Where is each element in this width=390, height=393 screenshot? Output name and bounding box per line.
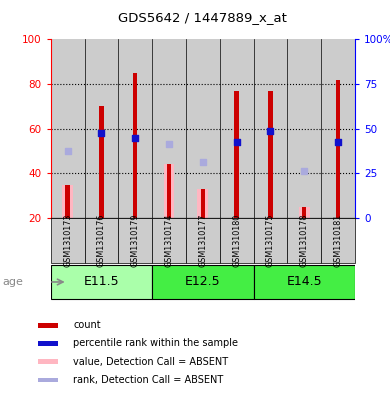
Bar xyxy=(220,39,254,218)
Point xyxy=(234,139,240,145)
Bar xyxy=(163,164,174,218)
Bar xyxy=(299,207,310,218)
Point xyxy=(98,130,105,136)
Text: percentile rank within the sample: percentile rank within the sample xyxy=(73,338,238,349)
FancyBboxPatch shape xyxy=(51,218,85,263)
FancyBboxPatch shape xyxy=(186,218,220,263)
Point xyxy=(200,159,206,165)
Text: GSM1310177: GSM1310177 xyxy=(198,214,207,268)
FancyBboxPatch shape xyxy=(118,218,152,263)
Bar xyxy=(302,207,307,218)
FancyBboxPatch shape xyxy=(254,218,287,263)
FancyBboxPatch shape xyxy=(152,265,254,299)
FancyBboxPatch shape xyxy=(220,218,254,263)
Bar xyxy=(118,39,152,218)
Bar xyxy=(38,341,58,346)
Text: GSM1310173: GSM1310173 xyxy=(63,214,72,267)
Bar xyxy=(85,39,118,218)
Text: GSM1310180: GSM1310180 xyxy=(232,214,241,267)
Point xyxy=(335,139,341,145)
Bar xyxy=(38,323,58,328)
FancyBboxPatch shape xyxy=(51,265,152,299)
Bar xyxy=(38,378,58,382)
Bar xyxy=(152,39,186,218)
Point xyxy=(132,134,138,141)
Point xyxy=(166,141,172,147)
Bar xyxy=(66,185,70,218)
Point xyxy=(267,128,273,134)
Text: GDS5642 / 1447889_x_at: GDS5642 / 1447889_x_at xyxy=(118,11,287,24)
FancyBboxPatch shape xyxy=(321,218,355,263)
FancyBboxPatch shape xyxy=(152,218,186,263)
Text: count: count xyxy=(73,320,101,331)
Text: GSM1310175: GSM1310175 xyxy=(266,214,275,268)
Text: E12.5: E12.5 xyxy=(185,275,221,288)
Bar xyxy=(268,91,273,218)
Bar xyxy=(167,164,171,218)
FancyBboxPatch shape xyxy=(85,218,118,263)
Bar xyxy=(186,39,220,218)
Bar xyxy=(287,39,321,218)
Bar xyxy=(197,189,208,218)
Bar xyxy=(254,39,287,218)
Text: GSM1310179: GSM1310179 xyxy=(131,214,140,268)
Text: E14.5: E14.5 xyxy=(286,275,322,288)
Bar xyxy=(321,39,355,218)
Text: GSM1310174: GSM1310174 xyxy=(165,214,174,267)
Text: GSM1310176: GSM1310176 xyxy=(97,214,106,267)
Point xyxy=(64,148,71,154)
Point xyxy=(301,168,307,174)
Text: E11.5: E11.5 xyxy=(83,275,119,288)
Bar xyxy=(62,185,73,218)
Bar xyxy=(200,189,205,218)
Bar xyxy=(336,79,340,218)
FancyBboxPatch shape xyxy=(287,218,321,263)
Bar xyxy=(99,107,104,218)
Bar xyxy=(234,91,239,218)
FancyBboxPatch shape xyxy=(254,265,355,299)
Text: GSM1310181: GSM1310181 xyxy=(333,214,342,267)
Text: value, Detection Call = ABSENT: value, Detection Call = ABSENT xyxy=(73,356,229,367)
Text: age: age xyxy=(2,277,23,287)
Bar xyxy=(133,73,137,218)
Bar xyxy=(38,359,58,364)
Text: GSM1310178: GSM1310178 xyxy=(300,214,309,267)
Text: rank, Detection Call = ABSENT: rank, Detection Call = ABSENT xyxy=(73,375,223,385)
Bar xyxy=(51,39,85,218)
